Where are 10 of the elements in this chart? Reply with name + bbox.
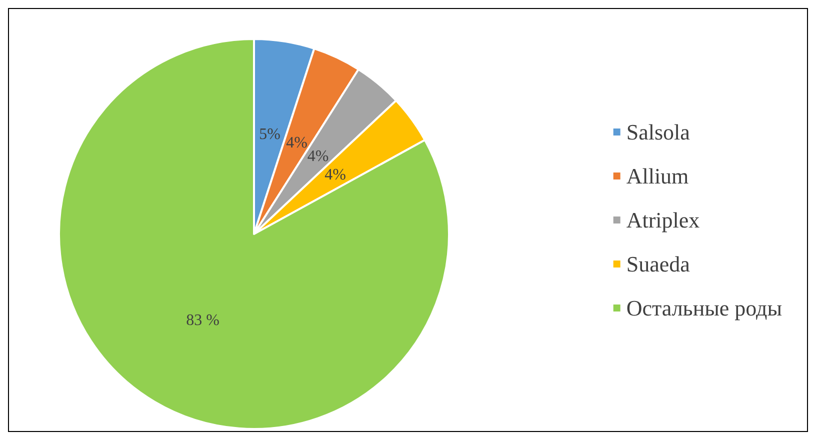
legend-label: Остальные роды [626, 296, 782, 320]
data-label: 4% [307, 148, 329, 166]
data-label: 83 % [186, 312, 220, 330]
legend-label: Atriplex [626, 208, 700, 232]
data-label: 5% [259, 126, 280, 144]
legend-label: Suaeda [626, 252, 690, 276]
data-label: 4% [324, 166, 346, 184]
legend-label: Allium [626, 164, 689, 188]
data-label: 4% [286, 134, 308, 152]
legend-label: Salsola [626, 120, 690, 144]
